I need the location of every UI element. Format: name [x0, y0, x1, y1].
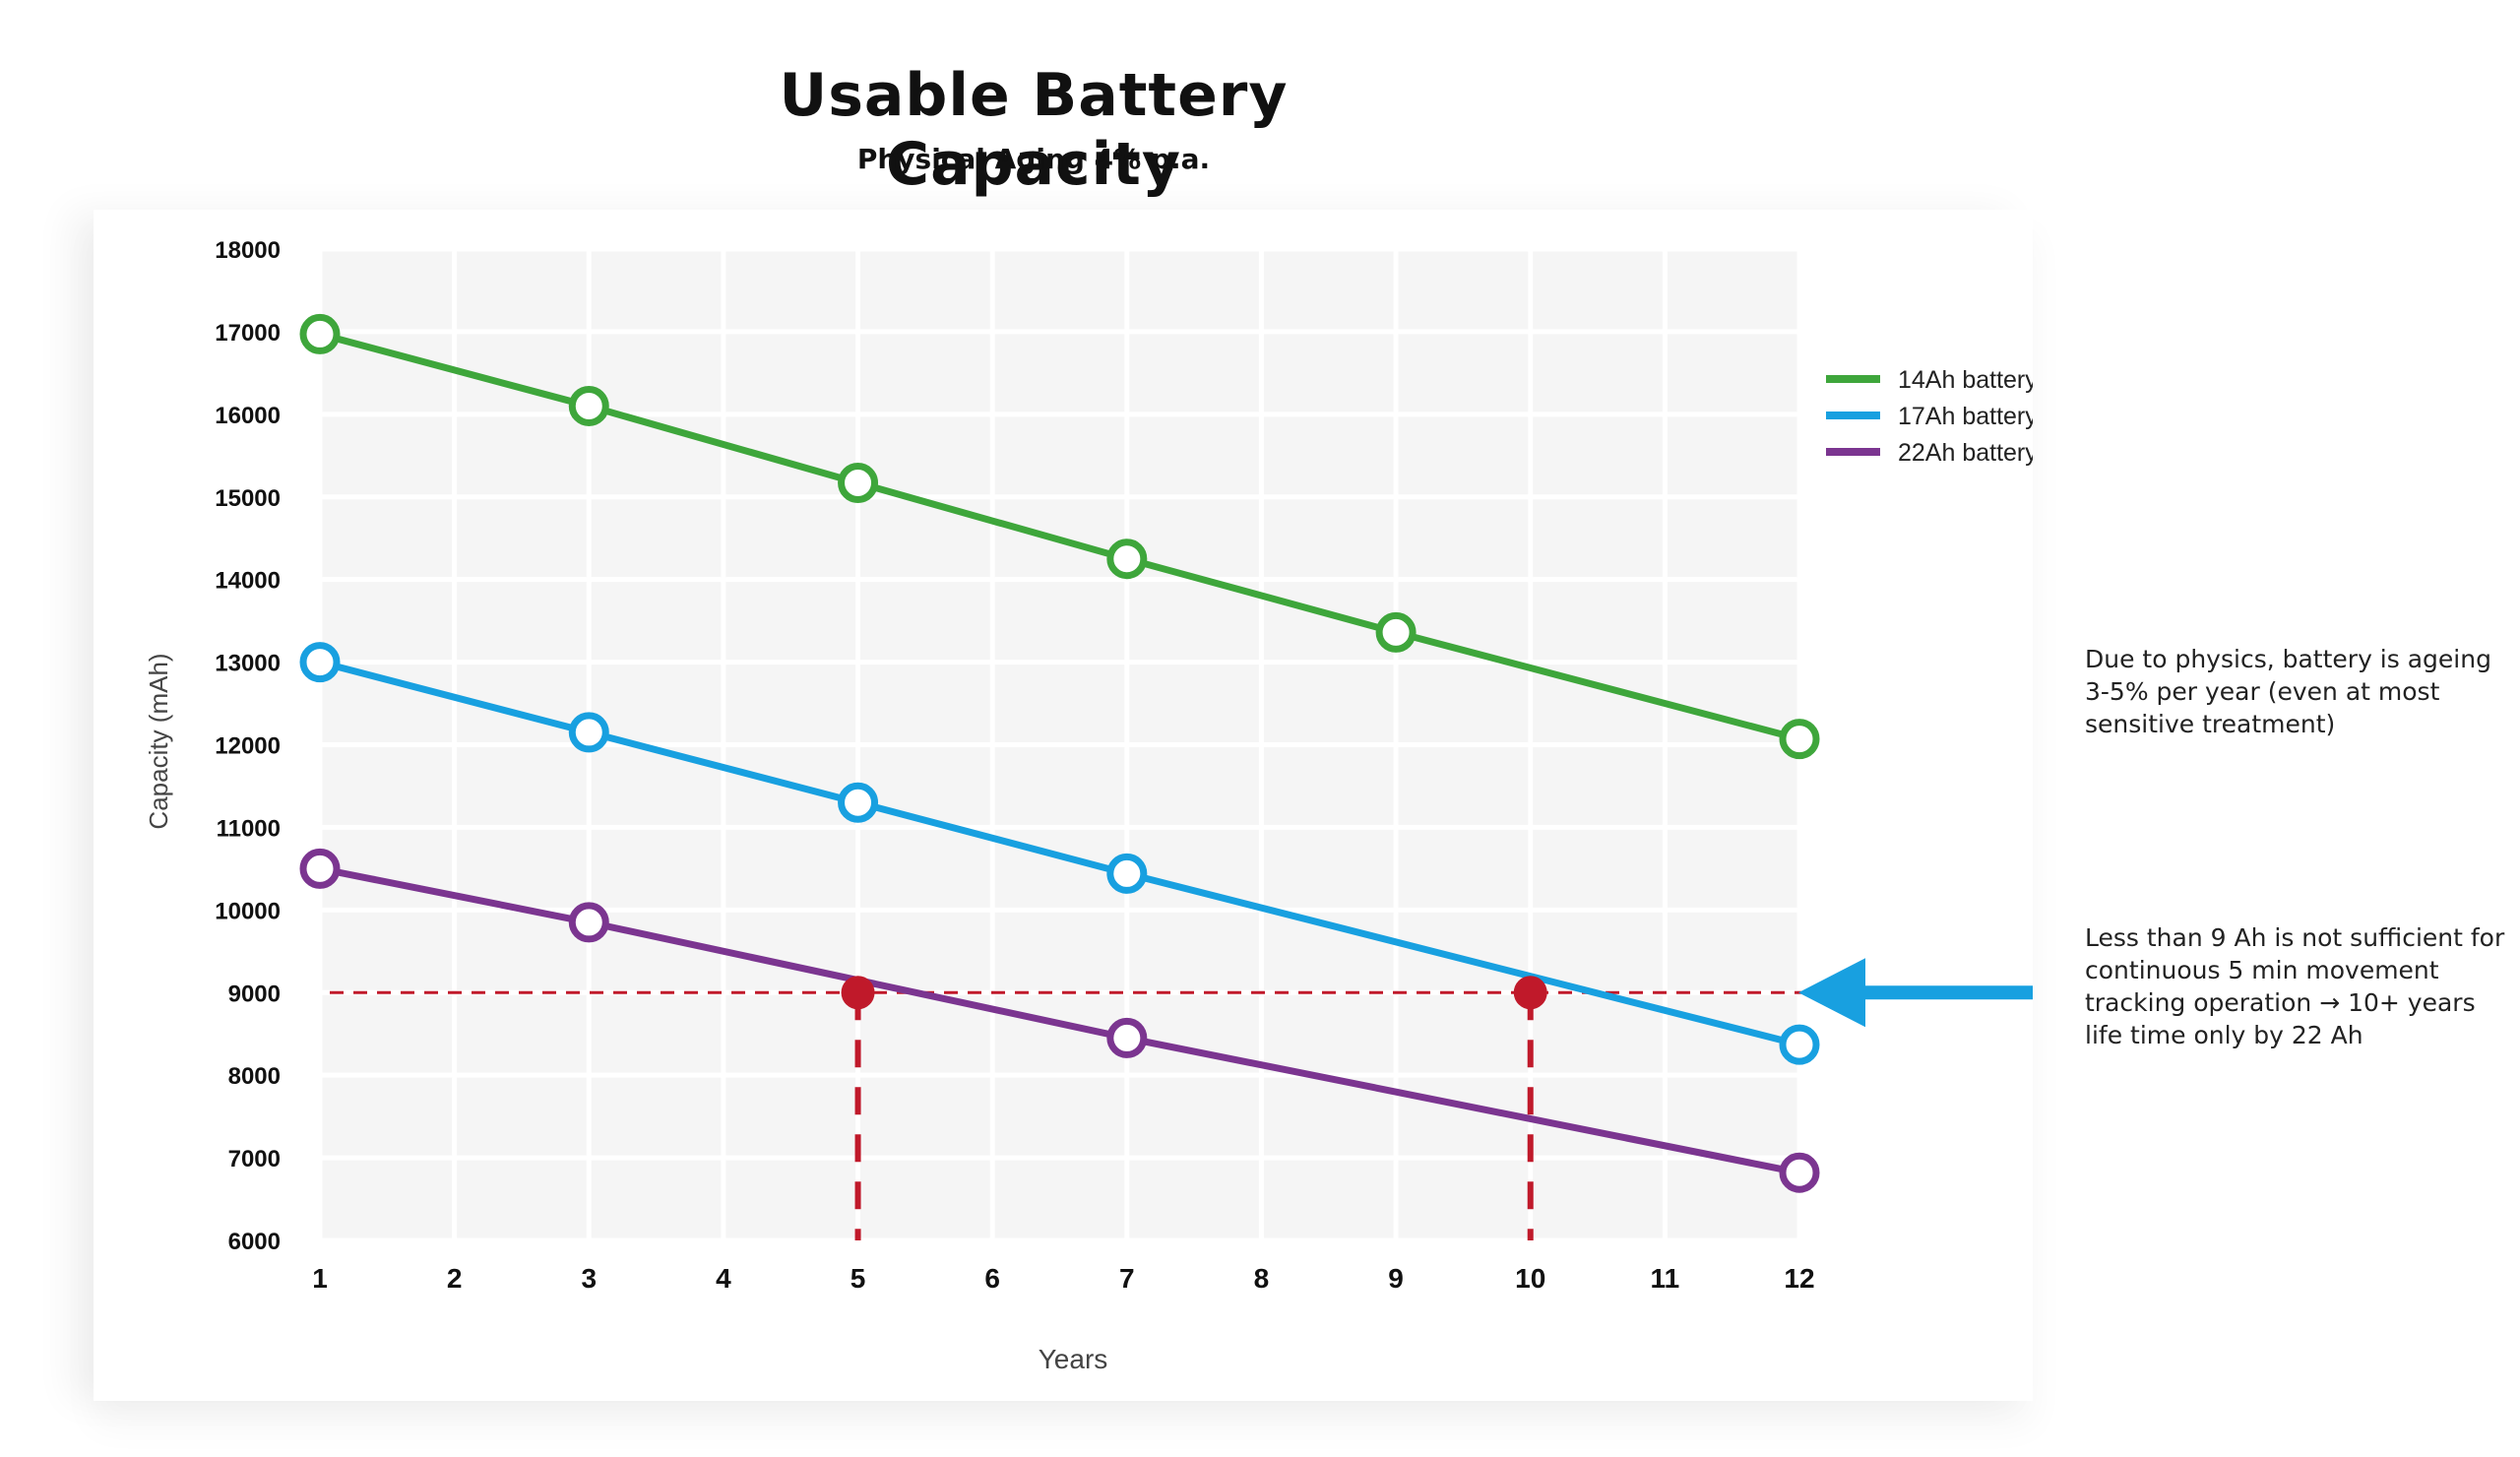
series-0-point — [838, 462, 879, 503]
y-tick-label: 14000 — [215, 568, 281, 595]
y-tick-label: 10000 — [215, 898, 281, 924]
y-tick-label: 18000 — [215, 237, 281, 264]
x-tick-label: 11 — [1651, 1263, 1680, 1294]
series-0-point — [1779, 719, 1820, 760]
y-tick-label: 15000 — [215, 485, 281, 512]
series-0-point — [299, 313, 341, 354]
x-tick-label: 12 — [1784, 1263, 1814, 1294]
x-tick-label: 1 — [312, 1263, 328, 1294]
series-2-point — [568, 902, 609, 943]
x-tick-label: 4 — [716, 1263, 731, 1294]
y-tick-label: 9000 — [228, 981, 281, 1007]
legend-label-1: 17Ah battery — [1898, 403, 2033, 430]
x-tick-label: 9 — [1388, 1263, 1404, 1294]
x-axis-label: Years — [1039, 1344, 1108, 1374]
annotation-threshold: Less than 9 Ah is not sufficient for con… — [2085, 923, 2505, 1049]
chart-title: Usable Battery Capacity — [779, 61, 1289, 199]
y-tick-label: 11000 — [217, 815, 281, 842]
y-tick-label: 6000 — [228, 1229, 281, 1255]
x-tick-label: 5 — [850, 1263, 866, 1294]
chart-card: 1 2 3 4 5 6 7 8 9 10 11 12 6000 7000 8000 9000 10000 1100… — [94, 210, 2033, 1401]
legend-label-2: 22Ah battery — [1898, 439, 2033, 467]
series-2-point — [1779, 1152, 1820, 1193]
x-tick-label: 3 — [581, 1263, 597, 1294]
threshold-arrow-head — [1798, 958, 1865, 1028]
series-1-point — [1779, 1024, 1820, 1065]
series-2-point — [299, 848, 341, 889]
x-tick-label: 8 — [1254, 1263, 1270, 1294]
threshold-crossing-point — [1513, 976, 1547, 1010]
chart-subtitle: Physical Aging 4% p.a. — [856, 143, 1211, 175]
legend-label-0: 14Ah battery — [1898, 366, 2033, 394]
chart-canvas: 1 2 3 4 5 6 7 8 9 10 11 126000700080009000100001100… — [144, 237, 2033, 1374]
series-0-point — [1375, 611, 1417, 653]
series-0-point — [1106, 538, 1148, 580]
series-1-point — [1106, 853, 1148, 894]
y-tick-label: 12000 — [215, 733, 281, 760]
y-tick-label: 8000 — [228, 1063, 281, 1090]
x-tick-label: 7 — [1119, 1263, 1135, 1294]
threshold-arrow-shaft — [1865, 985, 2033, 1000]
series-1-point — [299, 642, 341, 683]
x-tick-label: 6 — [984, 1263, 1000, 1294]
annotation-aging: Due to physics, battery is ageing 3-5% p… — [2085, 645, 2491, 738]
x-tick-label: 2 — [447, 1263, 463, 1294]
y-tick-label: 7000 — [228, 1146, 281, 1172]
series-0-point — [568, 385, 609, 426]
y-axis-label: Capacity (mAh) — [144, 653, 173, 829]
y-tick-label: 16000 — [215, 403, 281, 429]
y-tick-label: 13000 — [215, 651, 281, 677]
series-2-point — [1106, 1017, 1148, 1058]
series-line-0 — [319, 331, 1800, 743]
threshold-crossing-point — [841, 976, 875, 1010]
series-1-point — [838, 782, 879, 823]
series-1-point — [568, 712, 609, 753]
x-tick-label: 10 — [1515, 1263, 1545, 1294]
y-tick-label: 17000 — [215, 320, 281, 347]
